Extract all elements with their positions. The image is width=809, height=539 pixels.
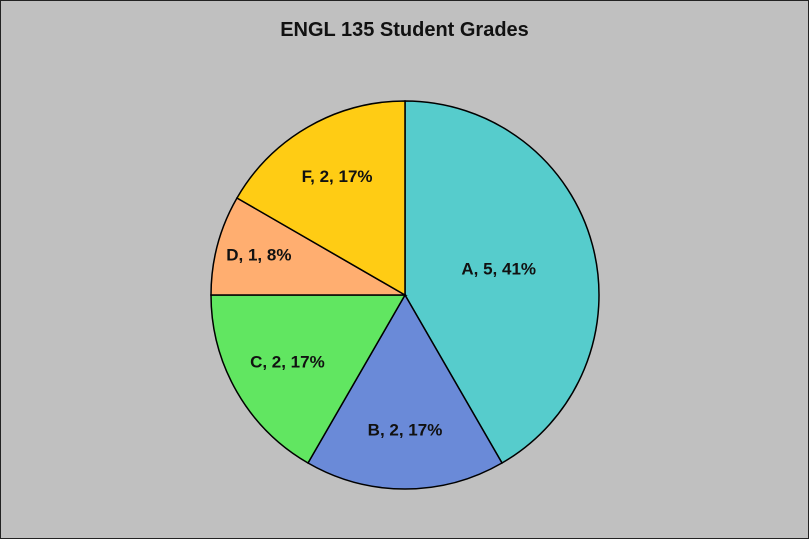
data-label-f: F, 2, 17% <box>302 167 373 186</box>
data-label-a: A, 5, 41% <box>461 259 536 278</box>
pie-slice-f <box>235 100 406 297</box>
data-label-d: D, 1, 8% <box>226 245 291 264</box>
pie-slice-b <box>306 293 504 490</box>
pie-slice-c <box>210 294 407 465</box>
pie-slice-d <box>210 196 408 296</box>
data-label-c: C, 2, 17% <box>250 352 325 371</box>
pie-slice-a <box>404 100 600 465</box>
chart-title: ENGL 135 Student Grades <box>280 19 529 41</box>
data-label-b: B, 2, 17% <box>368 420 443 439</box>
